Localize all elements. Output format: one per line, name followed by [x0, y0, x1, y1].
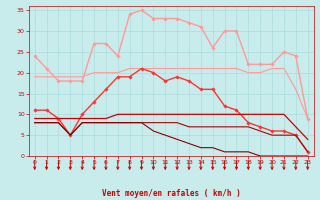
Text: Vent moyen/en rafales ( km/h ): Vent moyen/en rafales ( km/h ): [102, 189, 241, 198]
